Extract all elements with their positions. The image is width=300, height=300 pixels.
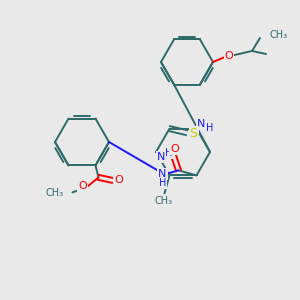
Text: N: N [158,169,167,179]
Text: S: S [190,127,197,140]
Text: O: O [114,176,123,185]
Text: CH₃: CH₃ [45,188,64,198]
Text: O: O [78,182,87,191]
Text: H: H [165,148,173,158]
Text: CH₃: CH₃ [154,196,172,206]
Text: N: N [197,118,206,129]
Text: O: O [170,144,179,154]
Text: H: H [159,178,166,188]
Text: N: N [157,152,165,162]
Text: O: O [225,51,233,61]
Text: H: H [206,123,213,133]
Text: CH₃: CH₃ [269,30,287,40]
